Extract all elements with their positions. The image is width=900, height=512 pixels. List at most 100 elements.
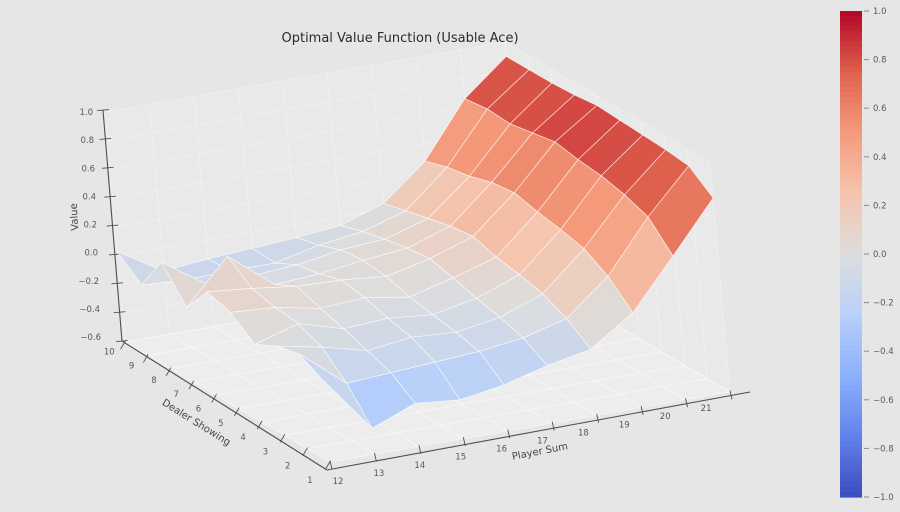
z-tick-mark xyxy=(99,137,112,140)
x-tick-label: 15 xyxy=(455,453,466,463)
colorbar-gradient-segment xyxy=(840,92,862,98)
z-tick-mark xyxy=(111,282,124,285)
z-tick-label: 0.6 xyxy=(81,164,95,174)
colorbar-tick-label: 0.4 xyxy=(873,153,887,163)
colorbar-gradient-segment xyxy=(840,11,862,17)
colorbar-gradient-segment xyxy=(840,102,862,108)
colorbar-gradient-segment xyxy=(840,16,862,22)
grid-line xyxy=(107,70,508,142)
z-tick-label: 0.4 xyxy=(82,192,96,202)
z-tick-label: −0.4 xyxy=(79,305,100,315)
x-tick-mark xyxy=(551,421,555,431)
y-tick-mark xyxy=(120,340,126,350)
colorbar-gradient-segment xyxy=(840,441,862,447)
colorbar-gradient-segment xyxy=(840,132,862,139)
colorbar-gradient-segment xyxy=(840,208,862,215)
colorbar-gradient-segment xyxy=(840,26,862,32)
x-tick-label: 12 xyxy=(333,477,344,487)
colorbar-gradient-segment xyxy=(840,142,862,149)
colorbar-gradient-segment xyxy=(840,299,862,306)
x-tick-label: 14 xyxy=(414,461,425,471)
grid-line xyxy=(329,391,731,463)
axis-line xyxy=(326,391,751,471)
colorbar-gradient-segment xyxy=(840,112,862,118)
x-tick-mark xyxy=(640,406,644,416)
colorbar-gradient-segment xyxy=(840,233,862,240)
colorbar-gradient-segment xyxy=(840,36,862,42)
colorbar-gradient-segment xyxy=(840,183,862,189)
x-tick-label: 13 xyxy=(373,469,384,479)
colorbar-gradient-segment xyxy=(840,279,862,285)
z-axis-label: Value xyxy=(68,202,82,232)
grid-line xyxy=(104,41,506,113)
colorbar-gradient-segment xyxy=(840,188,862,194)
z-tick-label: 0.8 xyxy=(80,136,94,146)
colorbar-gradient-segment xyxy=(840,259,862,265)
colorbar-gradient-segment xyxy=(840,431,862,437)
colorbar-gradient-segment xyxy=(840,410,862,417)
grid-line xyxy=(169,333,375,455)
colorbar-gradient-segment xyxy=(840,426,862,432)
y-tick-label: 5 xyxy=(218,419,223,429)
colorbar-gradient-segment xyxy=(840,365,862,372)
y-tick-label: 6 xyxy=(196,405,201,415)
colorbar-gradient-segment xyxy=(840,46,862,53)
axis-line xyxy=(121,340,328,471)
z-tick-mark xyxy=(101,166,114,169)
colorbar-gradient-segment xyxy=(840,486,862,493)
colorbar-gradient-segment xyxy=(840,304,862,311)
colorbar-gradient-segment xyxy=(840,97,862,103)
colorbar-gradient-segment xyxy=(840,157,862,164)
colorbar-gradient-segment xyxy=(840,466,862,473)
z-tick-mark xyxy=(97,109,109,111)
y-tick-mark xyxy=(256,420,263,430)
y-tick-mark xyxy=(325,460,331,470)
z-tick-mark xyxy=(116,340,128,342)
colorbar-tick-label: −1.0 xyxy=(873,493,894,503)
y-tick-label: 2 xyxy=(285,462,290,472)
x-tick-label: 17 xyxy=(537,437,548,447)
colorbar-gradient-segment xyxy=(840,269,862,275)
colorbar-gradient-segment xyxy=(840,456,862,463)
y-tick-mark xyxy=(279,434,286,443)
z-tick-label: −0.6 xyxy=(80,333,101,343)
colorbar-gradient-segment xyxy=(840,238,862,245)
colorbar-gradient-segment xyxy=(840,117,862,123)
colorbar-gradient-segment xyxy=(840,446,862,453)
colorbar-gradient-segment xyxy=(840,248,862,255)
colorbar-gradient-segment xyxy=(840,203,862,210)
z-tick-label: 0.2 xyxy=(83,221,97,231)
z-tick-label: 0.0 xyxy=(84,249,98,259)
x-tick-label: 18 xyxy=(578,428,589,438)
colorbar-tick-label: −0.4 xyxy=(873,347,894,357)
y-tick-mark xyxy=(165,367,172,377)
colorbar-gradient-segment xyxy=(840,41,862,48)
colorbar-gradient-segment xyxy=(840,380,862,387)
colorbar-gradient-segment xyxy=(840,395,862,402)
x-tick-label: 16 xyxy=(496,445,507,455)
y-tick-label: 9 xyxy=(129,362,134,372)
grid-line xyxy=(504,41,711,163)
colorbar-gradient-segment xyxy=(840,390,862,397)
surface-facet xyxy=(298,353,373,429)
colorbar-gradient-segment xyxy=(840,481,862,488)
y-tick-label: 3 xyxy=(263,447,268,457)
x-tick-label: 20 xyxy=(660,412,671,422)
colorbar-gradient-segment xyxy=(840,329,862,336)
colorbar-tick-label: 0.6 xyxy=(873,104,887,114)
colorbar-gradient-segment xyxy=(840,254,862,260)
colorbar-gradient-segment xyxy=(840,385,862,392)
colorbar-gradient-segment xyxy=(840,31,862,37)
z-tick-label: −0.2 xyxy=(78,277,99,287)
colorbar-tick-label: 0.2 xyxy=(873,201,887,211)
colorbar-gradient-segment xyxy=(840,213,862,220)
y-tick-mark xyxy=(234,407,240,417)
grid-line xyxy=(709,161,731,393)
x-tick-mark xyxy=(462,437,466,447)
colorbar-tick-label: 0.0 xyxy=(873,250,887,260)
y-tick-mark xyxy=(302,447,309,456)
colorbar-gradient-segment xyxy=(840,421,862,427)
colorbar-gradient-segment xyxy=(840,162,862,169)
colorbar-gradient-segment xyxy=(840,405,862,412)
colorbar-gradient-segment xyxy=(840,491,862,498)
